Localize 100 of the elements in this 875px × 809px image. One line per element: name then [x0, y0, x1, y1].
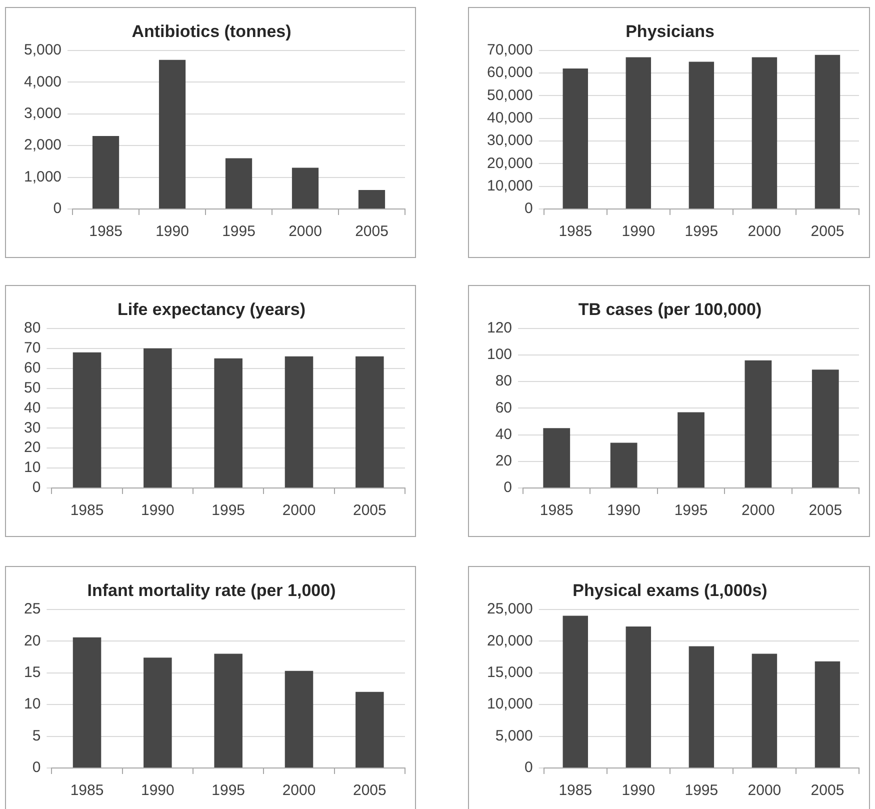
y-tick-label: 0 — [32, 479, 41, 496]
y-tick-label: 0 — [32, 759, 41, 776]
bar — [292, 168, 319, 208]
y-tick-label: 70,000 — [486, 42, 533, 59]
bar — [92, 136, 120, 208]
y-tick-label: 60 — [495, 399, 512, 416]
y-tick-label: 15,000 — [486, 664, 533, 681]
y-tick-label: 120 — [486, 320, 512, 337]
x-tick-label: 1985 — [558, 782, 592, 800]
y-tick-label: 1,000 — [24, 168, 62, 186]
x-tick-label: 2005 — [808, 502, 842, 520]
chart-title: Life expectancy (years) — [117, 300, 306, 319]
bar — [678, 412, 704, 488]
y-tick-label: 20 — [24, 632, 41, 650]
bar — [214, 654, 242, 768]
x-tick-label: 2000 — [282, 782, 316, 800]
x-tick-label: 1985 — [540, 502, 574, 520]
x-tick-label: 1995 — [222, 223, 256, 240]
x-tick-label: 1995 — [674, 502, 708, 520]
y-tick-label: 30,000 — [486, 132, 533, 150]
x-tick-label: 1985 — [558, 223, 592, 240]
chart-title: Infant mortality rate (per 1,000) — [87, 580, 336, 600]
x-tick-label: 1995 — [684, 782, 718, 800]
y-tick-label: 0 — [504, 479, 512, 496]
x-tick-label: 2005 — [352, 782, 386, 800]
y-tick-label: 5 — [32, 727, 41, 744]
x-tick-label: 1990 — [622, 782, 656, 800]
x-tick-label: 2000 — [748, 223, 782, 240]
y-tick-label: 60,000 — [486, 64, 533, 82]
y-tick-label: 30 — [24, 419, 41, 436]
x-tick-label: 2005 — [810, 782, 844, 800]
x-tick-label: 1990 — [140, 782, 174, 800]
x-tick-label: 2000 — [742, 502, 775, 520]
bar — [144, 348, 172, 488]
y-tick-label: 3,000 — [24, 104, 62, 122]
y-tick-label: 50,000 — [486, 86, 533, 104]
y-tick-label: 5,000 — [24, 42, 62, 59]
bar — [72, 352, 102, 488]
y-tick-label: 60 — [24, 359, 41, 376]
y-tick-label: 70 — [24, 339, 41, 356]
x-tick-label: 2000 — [288, 223, 322, 240]
chart-title: Physicians — [626, 22, 714, 41]
bar — [214, 358, 242, 488]
bar — [814, 661, 840, 768]
x-tick-label: 1995 — [212, 782, 246, 800]
x-tick-label: 2005 — [355, 223, 388, 240]
y-tick-label: 0 — [524, 200, 533, 218]
x-tick-label: 2000 — [282, 502, 316, 520]
bar — [358, 190, 386, 208]
y-tick-label: 0 — [53, 200, 62, 218]
x-tick-label: 1990 — [156, 223, 189, 240]
y-tick-label: 20,000 — [486, 154, 533, 172]
x-tick-label: 1985 — [70, 782, 104, 800]
bar — [284, 356, 314, 488]
x-tick-label: 1990 — [607, 502, 641, 520]
y-tick-label: 10 — [24, 459, 41, 476]
y-tick-label: 40 — [495, 426, 512, 443]
x-tick-label: 1985 — [70, 502, 104, 520]
bar — [744, 360, 772, 488]
y-tick-label: 2,000 — [24, 136, 62, 154]
bar — [284, 670, 314, 768]
y-tick-label: 4,000 — [24, 73, 62, 90]
x-tick-label: 1995 — [684, 223, 718, 240]
bar — [752, 654, 778, 768]
bar — [356, 356, 384, 488]
bar — [812, 370, 839, 488]
y-tick-label: 25,000 — [486, 600, 533, 618]
y-tick-label: 20 — [495, 452, 512, 470]
x-tick-label: 1985 — [89, 223, 122, 240]
bar — [562, 616, 588, 768]
bar — [543, 428, 570, 488]
y-tick-label: 25 — [24, 600, 41, 618]
y-tick-label: 80 — [24, 320, 41, 337]
y-tick-label: 100 — [486, 346, 512, 364]
x-tick-label: 1995 — [212, 502, 246, 520]
y-tick-label: 10,000 — [486, 177, 533, 194]
bar — [356, 692, 384, 768]
y-tick-label: 20 — [24, 439, 41, 456]
bar — [688, 646, 714, 768]
bar — [144, 658, 172, 768]
x-tick-label: 1990 — [140, 502, 174, 520]
y-tick-label: 40 — [24, 399, 41, 416]
x-tick-label: 2005 — [810, 223, 844, 240]
x-tick-label: 1990 — [622, 223, 656, 240]
y-tick-label: 80 — [495, 372, 512, 390]
chart-title: Physical exams (1,000s) — [572, 580, 768, 600]
bar — [158, 60, 186, 208]
bar — [72, 637, 102, 768]
y-tick-label: 50 — [24, 379, 41, 396]
y-tick-label: 0 — [524, 759, 533, 776]
x-tick-label: 2000 — [748, 782, 782, 800]
y-tick-label: 20,000 — [486, 632, 533, 650]
bar — [626, 626, 652, 768]
y-tick-label: 15 — [24, 664, 41, 681]
chart-title: TB cases (per 100,000) — [578, 300, 762, 319]
bar — [610, 442, 638, 488]
bar — [225, 158, 252, 208]
y-tick-label: 10,000 — [486, 696, 533, 713]
y-tick-label: 5,000 — [495, 727, 533, 744]
y-tick-label: 10 — [24, 696, 41, 713]
